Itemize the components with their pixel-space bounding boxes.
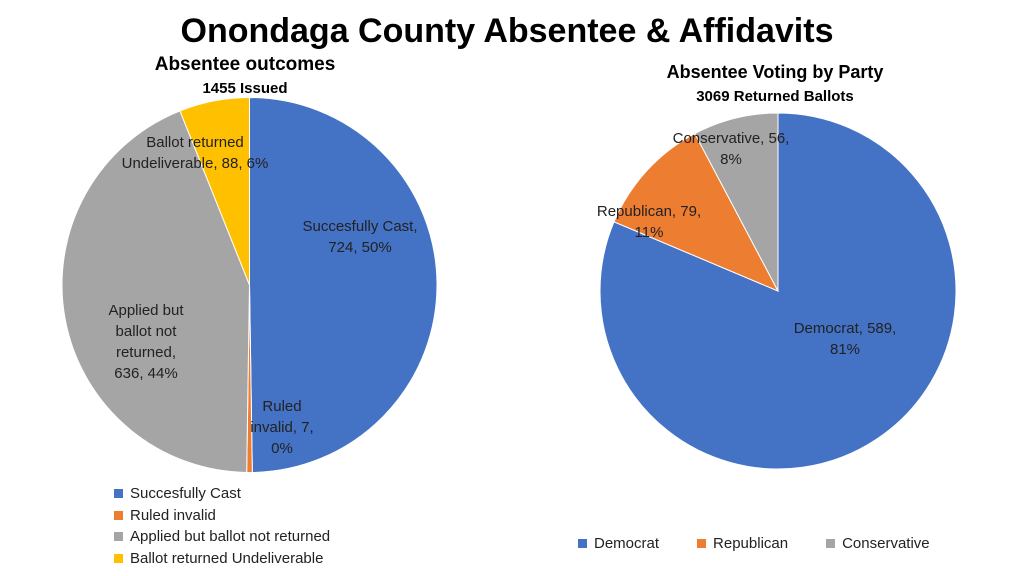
legend-item-conservative: Conservative	[826, 533, 930, 555]
right-chart-subtitle: 3069 Returned Ballots	[696, 88, 854, 105]
legend-item-republican: Republican	[697, 533, 788, 555]
legend-swatch	[114, 510, 123, 520]
legend-swatch	[697, 539, 707, 549]
legend-swatch	[114, 489, 123, 499]
data-label-democrat: Democrat, 589, 81%	[793, 320, 897, 358]
legend-label: Republican	[713, 535, 789, 553]
left-chart-title: Absentee outcomes	[154, 54, 336, 75]
data-label-invalid: Ruled invalid, 7, 0%	[250, 398, 314, 457]
legend-item-undeliverable: Ballot returned Undeliverable	[114, 548, 330, 570]
data-label-not-returned: Applied but ballot not returned, 636, 44…	[108, 302, 184, 382]
right-legend: Democrat Republican Conservative	[578, 533, 930, 555]
data-label-republican: Republican, 79, 11%	[596, 203, 702, 241]
right-pie-slice-conservative	[694, 112, 779, 292]
legend-swatch	[114, 532, 123, 542]
legend-label: Conservative	[842, 535, 930, 553]
legend-swatch	[578, 539, 587, 549]
left-legend: Succesfully Cast Ruled invalid Applied b…	[114, 483, 330, 569]
legend-item-invalid: Ruled invalid	[114, 505, 330, 527]
data-label-undeliverable: Ballot returned Undeliverable, 88, 6%	[121, 134, 269, 172]
page-title: Onondaga County Absentee & Affidavits	[180, 12, 834, 50]
legend-label: Ruled invalid	[130, 506, 216, 524]
left-pie-slice-succesfully-cast	[249, 96, 438, 473]
legend-swatch	[826, 539, 836, 549]
legend-swatch	[114, 553, 123, 563]
legend-item-democrat: Democrat	[578, 533, 659, 555]
right-chart-title: Absentee Voting by Party	[666, 62, 884, 82]
legend-label: Ballot returned Undeliverable	[130, 549, 324, 567]
legend-item-cast: Succesfully Cast	[114, 483, 330, 505]
legend-label: Democrat	[594, 535, 660, 553]
right-pie-slice-republican	[613, 132, 780, 293]
left-chart-subtitle: 1455 Issued	[202, 80, 288, 97]
left-pie-slice-ballot-returned-undeliverable	[179, 96, 250, 286]
legend-item-not-returned: Applied but ballot not returned	[114, 526, 330, 548]
legend-label: Applied but ballot not returned	[130, 528, 331, 546]
left-pie-slice-applied-but-ballot-not-returned	[61, 110, 251, 473]
data-label-cast: Succesfully Cast, 724, 50%	[302, 218, 418, 256]
legend-label: Succesfully Cast	[130, 485, 241, 503]
data-label-conservative: Conservative, 56, 8%	[672, 130, 790, 168]
